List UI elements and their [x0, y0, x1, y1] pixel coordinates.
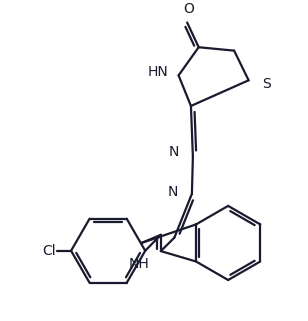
Text: O: O [184, 2, 195, 16]
Text: HN: HN [148, 65, 169, 80]
Text: Cl: Cl [42, 244, 55, 258]
Text: S: S [262, 77, 271, 91]
Text: NH: NH [128, 256, 149, 271]
Text: N: N [169, 145, 179, 159]
Text: N: N [168, 185, 178, 199]
